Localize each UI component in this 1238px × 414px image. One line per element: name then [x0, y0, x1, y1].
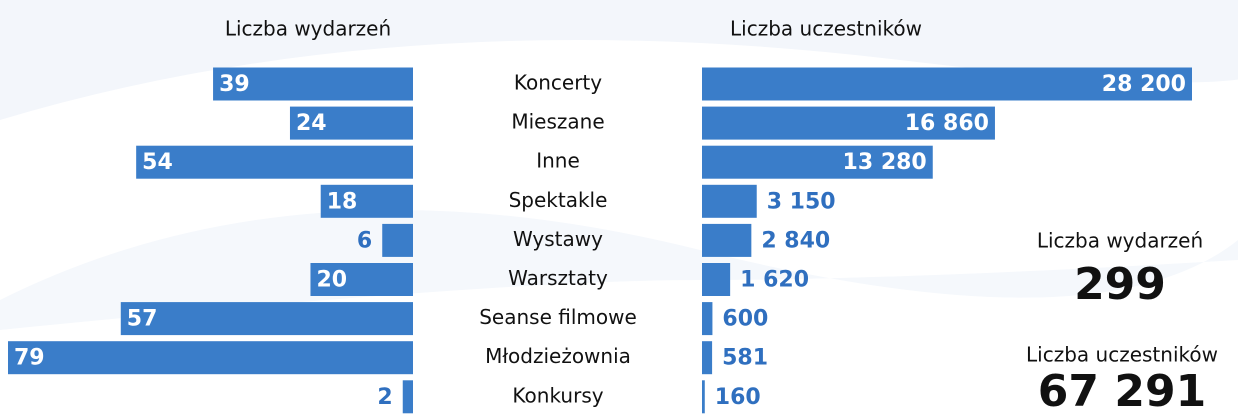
summary-label: Liczba wydarzeń — [1037, 229, 1203, 253]
value-label: 1 620 — [740, 268, 809, 293]
value-label: 20 — [316, 268, 347, 293]
bar — [320, 184, 413, 218]
value-label: 13 280 — [843, 150, 927, 175]
value-label: 600 — [722, 307, 768, 332]
bar — [289, 106, 413, 140]
value-label: 54 — [142, 150, 173, 175]
bar — [310, 263, 413, 296]
value-label: 28 200 — [1102, 72, 1186, 97]
bar — [136, 145, 413, 179]
bar — [702, 106, 995, 140]
value-label: 79 — [14, 346, 45, 371]
bar — [402, 380, 413, 414]
bar — [8, 341, 413, 375]
bar — [702, 145, 933, 179]
value-label: 18 — [327, 189, 358, 214]
bar — [702, 263, 731, 296]
bar — [382, 223, 413, 257]
value-label: 39 — [219, 72, 250, 97]
bar — [702, 341, 713, 375]
bar — [120, 302, 413, 336]
value-label: 3 150 — [767, 189, 836, 214]
category-label: Wystawy — [513, 227, 603, 251]
background-swoosh — [0, 0, 1238, 120]
summary-value: 299 — [1074, 259, 1166, 310]
category-label: Spektakle — [509, 188, 608, 212]
value-label: 2 840 — [761, 228, 830, 253]
right-title: Liczba uczestników — [730, 17, 922, 41]
category-label: Koncerty — [514, 71, 602, 95]
left-title: Liczba wydarzeń — [225, 17, 391, 41]
value-label: 160 — [715, 385, 761, 410]
value-label: 6 — [357, 228, 372, 253]
value-label: 24 — [296, 111, 327, 136]
bar — [702, 223, 752, 257]
value-label: 57 — [127, 307, 158, 332]
category-label: Warsztaty — [508, 266, 608, 290]
value-label: 2 — [377, 385, 392, 410]
category-label: Inne — [536, 149, 580, 173]
value-label: 581 — [722, 346, 768, 371]
bar — [213, 67, 413, 101]
category-label: Konkursy — [512, 383, 603, 407]
category-label: Seanse filmowe — [479, 305, 637, 329]
bar — [702, 67, 1192, 101]
summary-value: 67 291 — [1038, 366, 1206, 414]
bar — [702, 184, 757, 218]
category-label: Młodzieżownia — [485, 344, 631, 368]
value-label: 16 860 — [905, 111, 989, 136]
bar — [702, 302, 713, 336]
bar — [702, 380, 705, 414]
background-swoosh — [0, 210, 1238, 330]
summary-label: Liczba uczestników — [1026, 343, 1218, 367]
category-label: Mieszane — [511, 110, 604, 134]
